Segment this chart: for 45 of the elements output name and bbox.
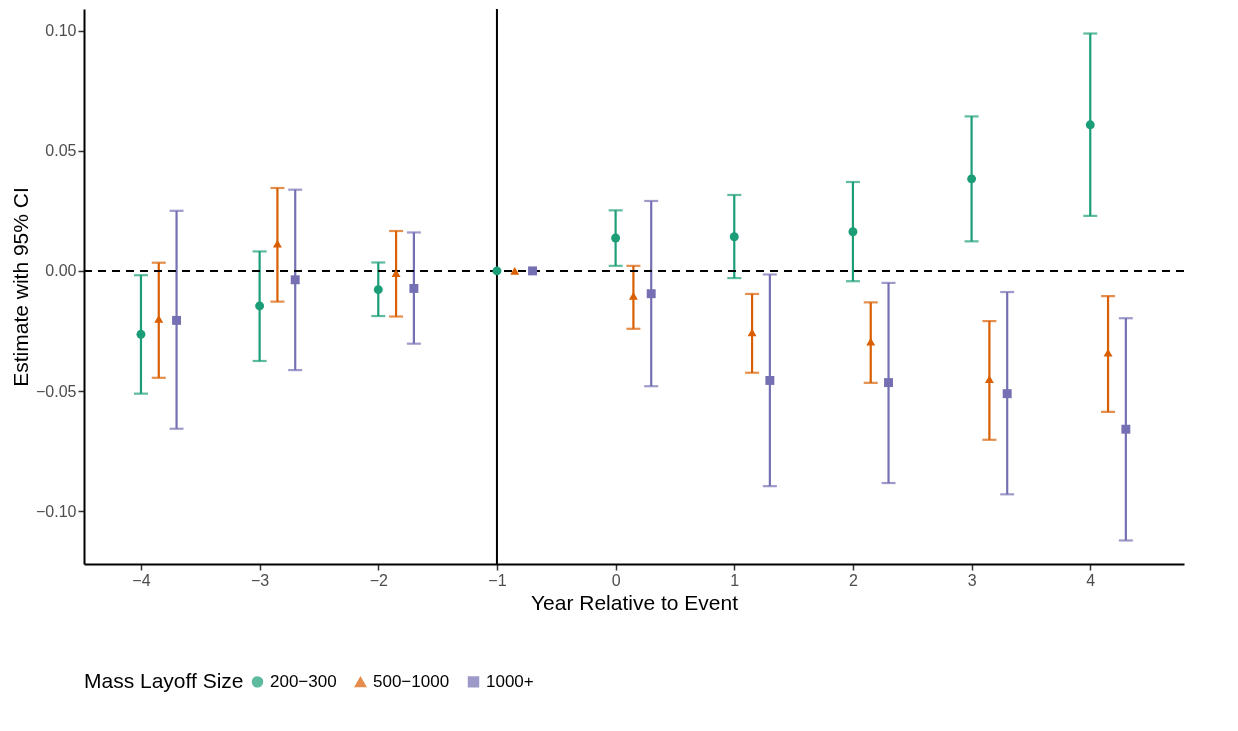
x-tick-label: −2	[369, 571, 388, 589]
x-tick-label: 2	[848, 571, 858, 589]
point	[391, 269, 401, 277]
x-tick-label: 1	[730, 571, 740, 589]
x-tick-label: −4	[132, 571, 151, 589]
y-tick-label: 0.00	[45, 262, 77, 280]
legend-label: 200−300	[270, 671, 337, 691]
y-tick-label: −0.05	[36, 382, 77, 400]
point	[528, 266, 538, 276]
x-tick-label: 4	[1086, 571, 1096, 589]
point	[255, 301, 265, 311]
x-tick-label: 3	[967, 571, 977, 589]
point	[1085, 120, 1095, 130]
point	[884, 378, 893, 388]
legend-title: Mass Layoff Size	[84, 669, 244, 692]
point	[765, 375, 775, 385]
point	[272, 239, 282, 248]
point	[628, 292, 638, 300]
point	[611, 233, 621, 243]
point	[510, 267, 520, 275]
x-tick-label: 0	[611, 571, 621, 589]
point	[984, 375, 994, 384]
point	[172, 315, 182, 325]
point	[136, 329, 146, 339]
point	[409, 283, 419, 293]
point	[646, 289, 656, 299]
y-axis-title: Estimate with 95% CI	[9, 187, 33, 387]
point	[373, 285, 383, 295]
point	[848, 227, 858, 237]
legend-label: 500−1000	[373, 672, 450, 692]
x-tick-label: −1	[488, 571, 507, 589]
point	[866, 337, 876, 346]
point	[1002, 389, 1012, 399]
legend-label: 1000+	[486, 671, 534, 691]
y-tick-label: −0.10	[36, 502, 77, 520]
x-tick-label: −3	[251, 571, 270, 589]
y-tick-label: 0.05	[45, 142, 77, 160]
x-axis-title: Year Relative to Event	[530, 590, 739, 614]
point	[729, 232, 739, 242]
point	[290, 275, 300, 285]
point	[1121, 424, 1131, 434]
y-tick-label: 0.10	[45, 22, 77, 40]
point	[154, 315, 164, 323]
point	[492, 266, 502, 276]
point	[967, 174, 977, 184]
